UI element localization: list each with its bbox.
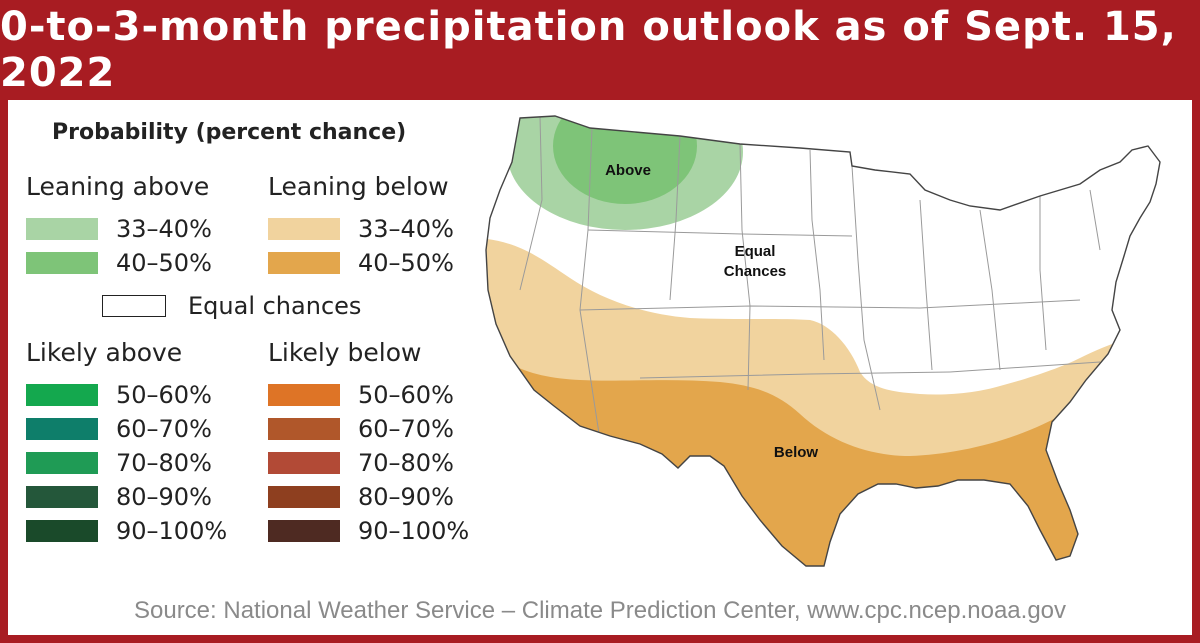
legend-label: 90–100%	[358, 517, 470, 545]
legend-label: 40–50%	[358, 249, 454, 277]
legend-row-likely-below-4: 80–90%	[268, 483, 454, 511]
state-borders	[519, 116, 1101, 441]
legend-row-leaning-below-1: 33–40%	[268, 215, 454, 243]
map-label-equal-1: Equal	[735, 243, 776, 260]
us-outlook-map: Above Equal Chances Below	[485, 115, 1161, 567]
legend-swatch	[26, 252, 98, 274]
legend-label: 40–50%	[116, 249, 212, 277]
source-credit: Source: National Weather Service – Clima…	[133, 597, 1067, 624]
legend-swatch	[26, 452, 98, 474]
legend-swatch	[26, 520, 98, 542]
page-title: 0-to-3-month precipitation outlook as of…	[0, 4, 1177, 96]
legend-swatch	[268, 384, 340, 406]
legend-label: 80–90%	[358, 483, 454, 511]
legend-swatch	[26, 384, 98, 406]
legend-row-likely-below-3: 70–80%	[268, 449, 454, 477]
legend-label: 33–40%	[358, 215, 454, 243]
legend-label: 60–70%	[116, 415, 212, 443]
legend-swatch	[268, 252, 340, 274]
legend-header-leaning-above: Leaning above	[26, 172, 210, 201]
legend-label: 70–80%	[116, 449, 212, 477]
legend: Probability (percent chance) Leaning abo…	[8, 100, 488, 560]
legend-row-leaning-above-1: 33–40%	[26, 215, 212, 243]
legend-swatch	[268, 218, 340, 240]
us-outline	[485, 115, 1161, 567]
legend-row-leaning-above-2: 40–50%	[26, 249, 212, 277]
legend-swatch	[26, 418, 98, 440]
legend-title: Probability (percent chance)	[52, 120, 407, 145]
legend-label: 50–60%	[116, 381, 212, 409]
legend-row-likely-above-1: 50–60%	[26, 381, 212, 409]
legend-label: 50–60%	[358, 381, 454, 409]
content-panel: Probability (percent chance) Leaning abo…	[8, 100, 1192, 635]
legend-label: 70–80%	[358, 449, 454, 477]
legend-swatch	[26, 218, 98, 240]
legend-label: Equal chances	[188, 292, 362, 320]
legend-swatch	[26, 486, 98, 508]
legend-row-likely-below-2: 60–70%	[268, 415, 454, 443]
legend-swatch	[268, 452, 340, 474]
legend-swatch	[268, 520, 340, 542]
legend-row-leaning-below-2: 40–50%	[268, 249, 454, 277]
legend-swatch-equal	[102, 295, 166, 317]
legend-label: 90–100%	[116, 517, 228, 545]
legend-swatch	[268, 486, 340, 508]
legend-swatch	[268, 418, 340, 440]
legend-label: 33–40%	[116, 215, 212, 243]
legend-header-leaning-below: Leaning below	[268, 172, 449, 201]
map-label-above: Above	[605, 162, 651, 179]
legend-row-likely-below-1: 50–60%	[268, 381, 454, 409]
legend-row-likely-below-5: 90–100%	[268, 517, 470, 545]
legend-row-likely-above-5: 90–100%	[26, 517, 228, 545]
map-label-equal-2: Chances	[724, 263, 787, 280]
legend-row-equal-chances: Equal chances	[102, 292, 362, 320]
legend-label: 80–90%	[116, 483, 212, 511]
legend-row-likely-above-4: 80–90%	[26, 483, 212, 511]
legend-header-likely-below: Likely below	[268, 338, 422, 367]
map-label-below: Below	[774, 444, 819, 461]
legend-header-likely-above: Likely above	[26, 338, 183, 367]
legend-label: 60–70%	[358, 415, 454, 443]
legend-row-likely-above-2: 60–70%	[26, 415, 212, 443]
legend-row-likely-above-3: 70–80%	[26, 449, 212, 477]
